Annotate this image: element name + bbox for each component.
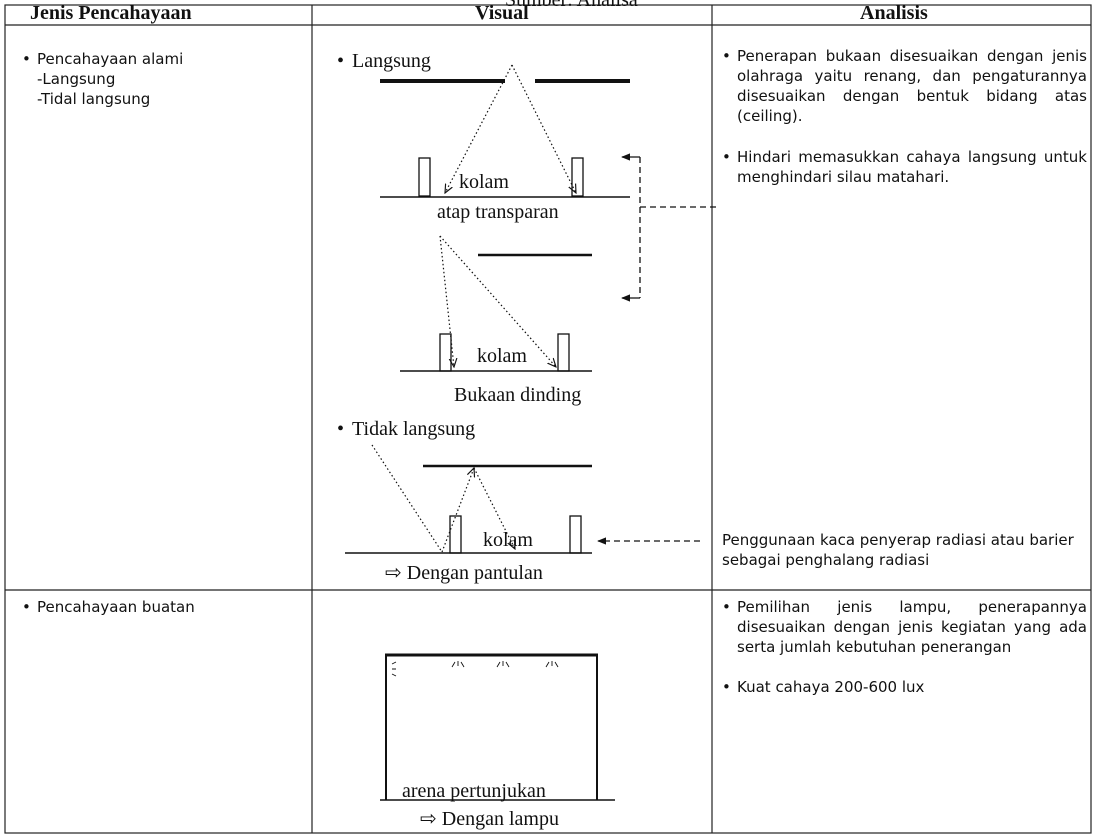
visual-label: Bukaan dinding [454,384,582,406]
visual-label: Langsung [337,50,431,73]
header-cell: Visual [475,2,529,24]
diagram-lampu [380,653,615,801]
diagram-langsung [380,64,630,198]
visual-label: Tidak langsung [337,418,475,441]
visual-label: arena pertunjukan [402,780,546,802]
analysis-item: Penerapan bukaan disesuaikan dengan jeni… [722,46,1087,126]
header-cell: Analisis [860,2,928,24]
header-cell: Jenis Pencahayaan [30,2,192,24]
type-subitem: -Tidal langsung [37,90,151,108]
analysis-item: Kuat cahaya 200-600 lux [722,677,1087,697]
caption: Sumber: Analisa [505,0,638,11]
visual-label: ⇨ Dengan pantulan [385,562,543,584]
type-item: Pencahayaan alami [22,50,183,68]
type-item: Pencahayaan buatan [22,598,195,616]
diagram-bukaan [400,235,592,372]
visual-label: ⇨ Dengan lampu [420,808,559,830]
table-borders [4,4,1092,834]
analysis-note: Penggunaan kaca penyerap radiasi atau ba… [722,531,1074,569]
visual-label: kolam [477,345,527,367]
analysis-item: Hindari memasukkan cahaya langsung untuk… [722,147,1087,187]
diagram-pantulan [345,444,592,554]
visual-label: kolam [483,529,533,551]
analysis-item: Pemilihan jenis lampu, penerapannya dise… [722,597,1087,657]
visual-label: kolam [459,171,509,193]
connectors [597,153,716,545]
type-subitem: -Langsung [37,70,116,88]
visual-label: atap transparan [437,201,559,223]
